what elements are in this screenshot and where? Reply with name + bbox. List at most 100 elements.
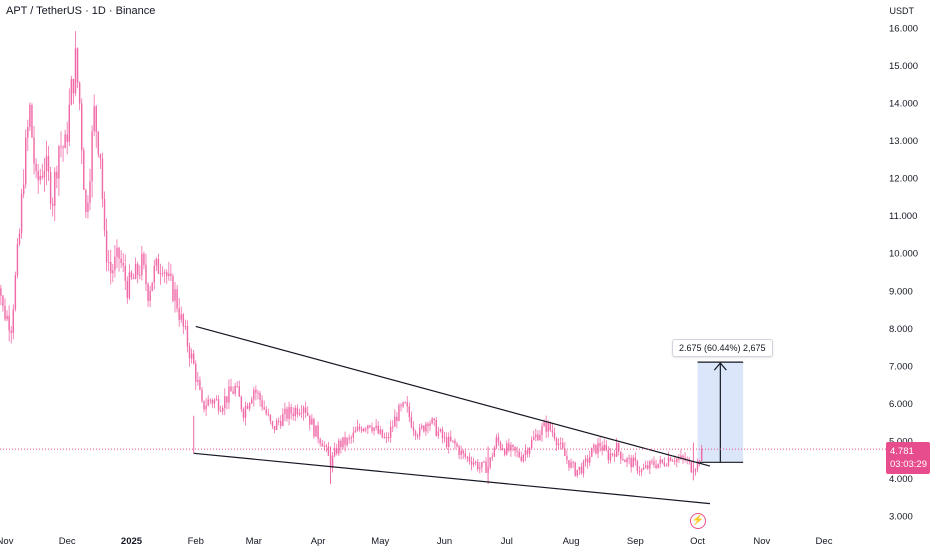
candle-body <box>116 247 118 257</box>
candle-body <box>454 440 456 444</box>
candle-body <box>698 460 701 462</box>
candle-body <box>607 450 610 461</box>
x-tick-label: Dec <box>816 536 833 547</box>
candle-body <box>499 442 502 449</box>
candle-body <box>149 290 151 301</box>
x-tick-label: Feb <box>188 536 204 547</box>
candle-body <box>60 146 62 148</box>
candle-body <box>114 256 116 271</box>
candle-body <box>180 314 182 320</box>
candle-body <box>8 315 10 331</box>
candle-body <box>168 273 170 276</box>
candle-body <box>103 198 106 231</box>
candle-body <box>595 444 597 454</box>
candle-body <box>398 405 400 421</box>
candle-body <box>562 442 564 449</box>
candle-body <box>255 389 257 393</box>
candle-body <box>97 131 100 155</box>
candle-body <box>441 429 444 438</box>
candle-body <box>139 274 141 276</box>
candle-body <box>375 425 377 428</box>
lightning-icon[interactable]: ⚡ <box>690 513 706 529</box>
candle-body <box>211 400 214 404</box>
candle-body <box>412 427 415 432</box>
candle-body <box>435 419 437 436</box>
candle-body <box>201 389 203 401</box>
candle-body <box>360 428 363 432</box>
candle-body <box>226 396 228 403</box>
candle-body <box>14 275 17 310</box>
candle-body <box>151 282 153 291</box>
candle-body <box>622 459 624 461</box>
candle-body <box>373 427 375 431</box>
candle-body <box>311 418 313 425</box>
candle-body <box>93 106 95 132</box>
candle-body <box>667 457 670 466</box>
candle-body <box>431 418 433 424</box>
candle-body <box>259 392 261 401</box>
candle-body <box>443 437 446 439</box>
candle-body <box>72 79 75 94</box>
y-tick-label: 4.000 <box>889 474 913 485</box>
upper-wedge-line[interactable] <box>195 325 711 467</box>
candle-body <box>609 453 612 461</box>
candle-body <box>466 456 469 458</box>
candle-body <box>427 423 429 426</box>
y-tick-label: 7.000 <box>889 361 913 372</box>
candle-body <box>628 457 630 459</box>
candle-body <box>601 446 603 451</box>
candle-body <box>528 447 531 454</box>
candle-body <box>630 457 632 468</box>
candle-body <box>346 438 348 445</box>
candle-body <box>49 172 52 204</box>
lower-wedge-line[interactable] <box>193 452 711 505</box>
candle-body <box>657 463 659 468</box>
candle-body <box>663 462 666 466</box>
candle-body <box>186 326 189 347</box>
measure-box[interactable] <box>697 361 744 463</box>
measure-label: 2.675 (60.44%) 2,675 <box>672 339 773 357</box>
candle-body <box>586 458 589 463</box>
candle-body <box>491 456 493 458</box>
candle-body <box>379 429 382 434</box>
y-tick-label: 3.000 <box>889 512 913 523</box>
candle-body <box>545 422 547 432</box>
candle-body <box>136 264 139 275</box>
candle-body <box>642 467 645 470</box>
candle-body <box>389 426 392 438</box>
candle-body <box>313 418 315 437</box>
candle-body <box>474 461 477 463</box>
candle-body <box>392 426 394 428</box>
candle-body <box>128 272 131 299</box>
candle-body <box>344 437 346 445</box>
candle-body <box>605 444 608 451</box>
trendlines-group[interactable] <box>193 325 711 505</box>
candle-body <box>176 289 178 309</box>
candle-body <box>120 258 122 264</box>
candle-body <box>655 465 657 468</box>
candle-body <box>669 457 672 461</box>
candle-body <box>331 455 334 468</box>
candle-body <box>31 104 33 138</box>
candle-body <box>35 163 37 172</box>
candle-body <box>76 48 79 83</box>
candle-body <box>593 444 595 448</box>
candle-body <box>230 386 232 392</box>
candle-body <box>524 450 527 456</box>
candle-body <box>298 412 301 415</box>
candle-body <box>199 380 201 390</box>
candle-body <box>452 440 454 442</box>
candle-body <box>458 446 460 455</box>
candle-body <box>649 461 651 469</box>
candle-body <box>284 408 286 415</box>
candle-body <box>271 421 274 426</box>
y-tick-label: 12.000 <box>889 174 918 185</box>
candle-body <box>597 443 599 454</box>
candle-body <box>2 295 4 306</box>
candle-body <box>95 106 97 132</box>
candle-body <box>110 262 112 274</box>
candle-body <box>43 170 46 178</box>
candle-body <box>514 446 516 451</box>
candle-body <box>591 447 593 457</box>
